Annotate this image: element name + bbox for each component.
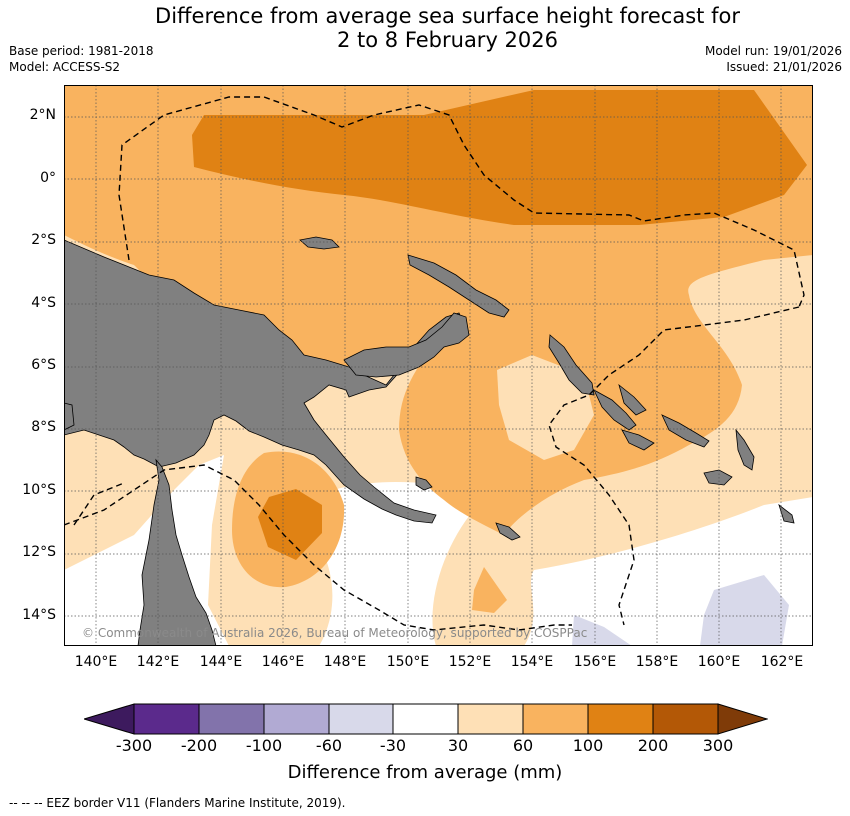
colorbar-tick: 30 — [447, 736, 469, 755]
land-rossel — [495, 522, 521, 541]
land-manus — [299, 236, 340, 250]
land-choiseul — [593, 389, 637, 431]
negative-zone-1 — [572, 615, 632, 646]
lat-label-10s: 10°S — [22, 482, 56, 498]
base-period: Base period: 1981-2018 — [9, 44, 154, 58]
land-new-ireland — [407, 254, 510, 318]
land-new-guinea — [64, 239, 465, 524]
copyright-notice: © Commonwealth of Australia 2026, Bureau… — [82, 626, 588, 640]
colorbar-segment-6 — [457, 703, 524, 735]
land-vanuatu-south — [778, 503, 795, 524]
land-cape-york — [137, 458, 217, 646]
map-frame — [64, 85, 813, 646]
land-vanuatu-north — [735, 428, 755, 471]
lon-label-160e: 160°E — [697, 654, 741, 670]
colorbar-tick: 200 — [637, 736, 669, 755]
colorbar-tick: -100 — [245, 736, 283, 755]
lat-label-2n: 2°N — [29, 107, 56, 123]
colorbar-label: Difference from average (mm) — [287, 762, 563, 783]
lon-label-162e: 162°E — [760, 654, 804, 670]
zone-60-100-south-lobe — [472, 567, 507, 613]
land-guadalcanal — [621, 429, 655, 451]
lat-label-6s: 6°S — [31, 357, 56, 373]
colorbar-segment-1 — [133, 703, 200, 735]
colorbar-segment-5 — [392, 703, 459, 735]
colorbar-segment-7 — [522, 703, 589, 735]
colorbar — [84, 703, 768, 735]
colorbar-tick: -200 — [180, 736, 218, 755]
lon-label-152e: 152°E — [448, 654, 492, 670]
meta-right: Model run: 19/01/2026 Issued: 21/01/2026 — [705, 43, 842, 75]
graticule — [64, 85, 813, 646]
negative-zone-2 — [700, 575, 789, 646]
lat-label-8s: 8°S — [31, 419, 56, 435]
colorbar-tick: -60 — [315, 736, 343, 755]
lon-label-144e: 144°E — [199, 654, 243, 670]
land-new-britain — [343, 312, 470, 378]
land-santa-isabel — [618, 383, 647, 416]
title-line-2: 2 to 8 February 2026 — [336, 28, 558, 52]
colorbar-segment-2 — [198, 703, 265, 735]
zone-100-200-coral — [258, 489, 322, 560]
model-run: Model run: 19/01/2026 — [704, 44, 842, 58]
land-malaita — [661, 414, 710, 448]
lon-label-148e: 148°E — [323, 654, 367, 670]
lat-label-14s: 14°S — [22, 607, 56, 623]
lon-label-140e: 140°E — [74, 654, 118, 670]
colorbar-segment-3 — [263, 703, 330, 735]
model-name: Model: ACCESS-S2 — [9, 60, 121, 74]
sea-height-map — [64, 85, 813, 646]
colorbar-segment-4 — [328, 703, 394, 735]
colorbar-segment-9 — [652, 703, 719, 735]
zone-100-200-north — [192, 90, 807, 225]
chart-title: Difference from average sea surface heig… — [0, 4, 850, 52]
land-makira — [703, 469, 733, 486]
land-louisiade — [415, 476, 433, 491]
issued-date: Issued: 21/01/2026 — [726, 60, 842, 74]
lon-label-156e: 156°E — [573, 654, 617, 670]
land-bougainville — [548, 334, 595, 396]
colorbar-arrow-high — [717, 703, 768, 735]
colorbar-tick: 300 — [702, 736, 734, 755]
lat-label-2s: 2°S — [31, 232, 56, 248]
colorbar-arrow-low — [84, 703, 135, 735]
colorbar-tick: 60 — [512, 736, 534, 755]
lat-label-12s: 12°S — [22, 544, 56, 560]
lat-label-4s: 4°S — [31, 295, 56, 311]
lat-label-0: 0° — [40, 170, 56, 186]
colorbar-tick: -300 — [115, 736, 153, 755]
colorbar-segment-8 — [587, 703, 654, 735]
eez-legend: -- -- -- EEZ border V11 (Flanders Marine… — [9, 796, 346, 810]
lon-label-142e: 142°E — [136, 654, 180, 670]
colorbar-tick: -30 — [379, 736, 407, 755]
lon-label-154e: 154°E — [510, 654, 554, 670]
meta-left: Base period: 1981-2018 Model: ACCESS-S2 — [9, 43, 154, 75]
title-line-1: Difference from average sea surface heig… — [155, 4, 740, 28]
colorbar-tick: 100 — [572, 736, 604, 755]
lon-label-158e: 158°E — [635, 654, 679, 670]
lon-label-150e: 150°E — [386, 654, 430, 670]
lon-label-146e: 146°E — [261, 654, 305, 670]
land-west-edge — [64, 402, 75, 431]
eez-borders — [64, 96, 805, 631]
